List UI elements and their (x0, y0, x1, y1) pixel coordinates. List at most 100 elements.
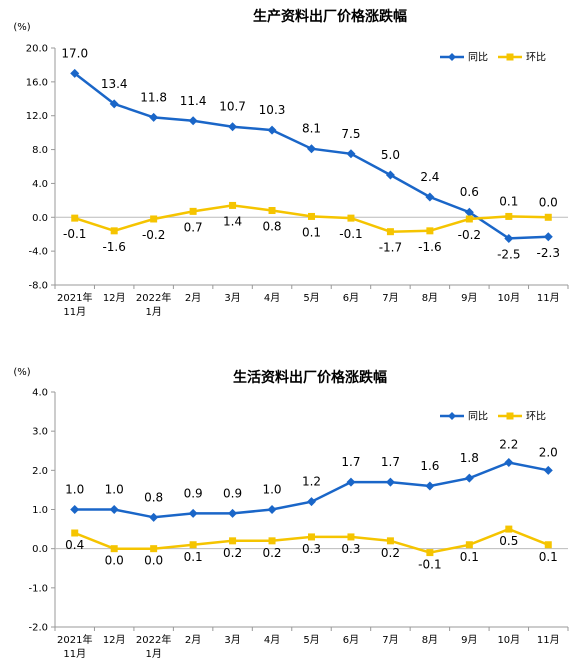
data-point-mom (268, 207, 276, 215)
data-label-mom: -1.6 (418, 240, 441, 254)
y-tick-label: 20.0 (26, 44, 48, 55)
chart-consumer-goods: 生活资料出厂价格涨跌幅 (%) 4.0 3.0 2.0 1.0 0.0 -1.0 -2.0 2… (13, 367, 569, 660)
x-tick-label: 2月 (185, 292, 201, 304)
data-point-mom (268, 537, 276, 545)
data-label-yoy: 1.7 (381, 455, 400, 469)
x-tick-label: 11月 (537, 634, 560, 646)
x-tick-label: 9月 (461, 292, 477, 304)
data-point-yoy (464, 207, 474, 217)
data-label-mom: 0.5 (499, 534, 518, 548)
x-tick-label: 8月 (422, 634, 438, 646)
data-point-yoy (346, 149, 356, 159)
data-point-mom (71, 529, 79, 537)
data-point-mom (347, 533, 355, 541)
data-point-mom (465, 215, 473, 223)
data-point-yoy (307, 497, 316, 507)
data-point-mom (544, 213, 552, 221)
data-point-mom (386, 537, 394, 545)
data-point-yoy (188, 116, 198, 126)
y-tick-label: 0.0 (32, 213, 48, 224)
data-label-mom: 0.1 (539, 550, 558, 564)
data-label-mom: 0.1 (499, 194, 518, 208)
chart-producer-goods: 生产资料出厂价格涨跌幅 (%) 20.0 16.0 12.0 8.0 4.0 0.0 -4.… (13, 8, 569, 318)
data-label-mom: -1.7 (379, 241, 402, 255)
x-tick-label: 9月 (461, 634, 477, 646)
data-point-mom (505, 525, 513, 533)
legend-label: 同比 (468, 411, 488, 423)
data-label-yoy: -2.5 (497, 247, 520, 261)
legend-marker (506, 53, 514, 61)
x-tick-label: 1月 (145, 648, 161, 660)
x-tick-label: 11月 (63, 648, 86, 660)
x-tick-label: 2021年 (57, 633, 92, 646)
data-label-yoy: 1.7 (341, 455, 360, 469)
x-tick-label: 2月 (185, 634, 201, 646)
data-label-mom: 0.7 (184, 220, 203, 234)
data-label-yoy: 0.6 (460, 185, 479, 199)
x-tick-label: 5月 (303, 292, 319, 304)
data-point-yoy (228, 122, 238, 132)
x-tick-label: 2022年 (136, 633, 171, 646)
legend-marker (448, 412, 456, 420)
x-tick-label: 12月 (103, 634, 126, 646)
y-tick-label: 16.0 (26, 77, 48, 88)
data-label-mom: 0.1 (302, 225, 321, 239)
y-tick-label: 12.0 (26, 111, 48, 122)
chart-title: 生产资料出厂价格涨跌幅 (253, 8, 407, 25)
x-tick-label: 5月 (303, 634, 319, 646)
data-label-yoy: 7.5 (341, 127, 360, 141)
y-tick-label: 4.0 (32, 388, 48, 399)
chart-title: 生活资料出厂价格涨跌幅 (233, 369, 387, 386)
y-tick-label: -4.0 (28, 247, 48, 258)
data-label-yoy: 1.8 (460, 451, 479, 465)
y-tick-label: 1.0 (32, 505, 48, 516)
y-tick-label: 3.0 (32, 427, 48, 438)
y-tick-label: -1.0 (28, 583, 48, 594)
data-label-mom: 0.8 (262, 220, 281, 234)
data-label-yoy: 10.7 (219, 100, 246, 114)
data-point-mom (229, 201, 237, 209)
x-tick-label: 10月 (497, 634, 520, 646)
data-label-mom: -0.1 (418, 558, 441, 572)
legend-marker (448, 53, 456, 61)
x-tick-label: 12月 (103, 292, 126, 304)
data-label-mom: 0.3 (341, 542, 360, 556)
data-label-mom: 0.1 (460, 550, 479, 564)
data-point-yoy (149, 512, 159, 522)
data-point-mom (189, 207, 197, 215)
data-label-mom: -0.2 (142, 228, 165, 242)
data-label-mom: -0.1 (339, 227, 362, 241)
data-point-yoy (70, 505, 80, 514)
data-point-yoy (228, 508, 238, 518)
legend-marker (506, 412, 514, 420)
data-label-mom: 0.2 (262, 546, 281, 560)
data-label-yoy: 2.2 (499, 438, 518, 452)
data-label-yoy: 0.9 (184, 486, 203, 500)
data-point-yoy (385, 170, 395, 180)
x-tick-label: 2021年 (57, 291, 92, 304)
data-label-yoy: 1.0 (65, 483, 84, 497)
data-label-mom: -0.2 (458, 228, 481, 242)
data-label-mom: 0.0 (105, 554, 124, 568)
data-label-yoy: 0.9 (223, 486, 242, 500)
x-tick-label: 2022年 (136, 291, 171, 304)
data-point-mom (110, 227, 118, 235)
data-label-yoy: 8.1 (302, 122, 321, 136)
data-label-yoy: 2.0 (539, 445, 558, 459)
x-tick-label: 7月 (382, 292, 398, 304)
data-label-mom: 0.2 (381, 546, 400, 560)
data-point-yoy (346, 477, 356, 487)
data-label-yoy: 0.8 (144, 490, 163, 504)
data-point-yoy (543, 465, 553, 475)
data-label-mom: -1.6 (102, 240, 125, 254)
data-point-mom (544, 541, 552, 549)
x-tick-label: 11月 (63, 306, 86, 318)
y-tick-label: 2.0 (32, 466, 48, 477)
data-point-mom (347, 214, 355, 222)
data-point-yoy (425, 192, 435, 202)
x-tick-label: 8月 (422, 292, 438, 304)
x-tick-label: 3月 (224, 634, 240, 646)
data-label-mom: 0.0 (144, 554, 163, 568)
x-tick-label: 6月 (343, 292, 359, 304)
